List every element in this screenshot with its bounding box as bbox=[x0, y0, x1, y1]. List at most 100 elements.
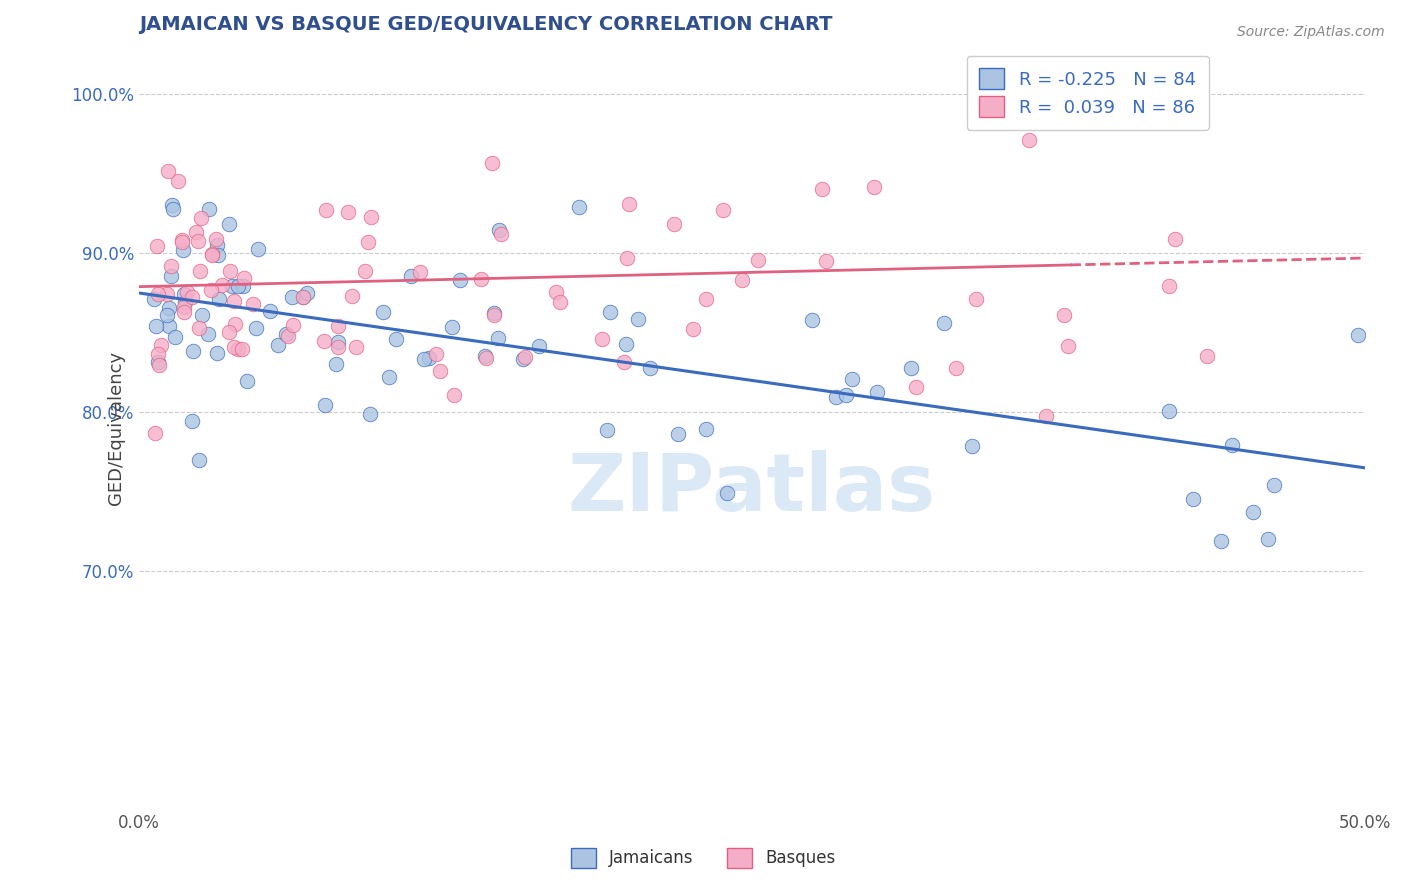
Point bbox=[148, 286, 170, 301]
Point bbox=[326, 335, 349, 350]
Point bbox=[568, 200, 591, 214]
Point bbox=[146, 239, 169, 253]
Point bbox=[616, 337, 638, 351]
Point bbox=[207, 238, 229, 252]
Legend: R = -0.225   N = 84, R =  0.039   N = 86: R = -0.225 N = 84, R = 0.039 N = 86 bbox=[966, 55, 1209, 130]
Point bbox=[1053, 309, 1076, 323]
Point bbox=[188, 321, 211, 335]
Point bbox=[716, 485, 738, 500]
Point bbox=[668, 427, 690, 442]
Point bbox=[326, 340, 349, 354]
Point bbox=[960, 439, 983, 453]
Point bbox=[160, 198, 183, 212]
Point bbox=[207, 248, 229, 262]
Point bbox=[900, 360, 922, 375]
Point bbox=[357, 235, 380, 250]
Point bbox=[932, 316, 955, 330]
Point bbox=[695, 422, 717, 436]
Point bbox=[205, 346, 228, 360]
Point bbox=[187, 234, 209, 248]
Point bbox=[159, 259, 181, 273]
Point bbox=[211, 278, 233, 293]
Point bbox=[359, 407, 381, 421]
Point bbox=[190, 211, 212, 225]
Point bbox=[181, 344, 204, 359]
Point bbox=[730, 273, 752, 287]
Point bbox=[695, 292, 717, 306]
Point bbox=[371, 305, 394, 319]
Point bbox=[224, 294, 246, 309]
Point bbox=[360, 210, 382, 224]
Point bbox=[180, 413, 202, 427]
Point bbox=[337, 205, 360, 219]
Point bbox=[811, 182, 834, 196]
Point bbox=[747, 253, 769, 268]
Point bbox=[512, 352, 534, 367]
Point bbox=[143, 426, 166, 441]
Point bbox=[259, 304, 281, 318]
Point bbox=[413, 352, 436, 367]
Point bbox=[146, 355, 169, 369]
Point bbox=[945, 360, 967, 375]
Point bbox=[325, 357, 347, 371]
Point bbox=[242, 297, 264, 311]
Point bbox=[863, 180, 886, 194]
Point bbox=[408, 265, 430, 279]
Point bbox=[470, 272, 492, 286]
Point bbox=[145, 318, 167, 333]
Point bbox=[443, 387, 465, 401]
Point bbox=[1241, 505, 1264, 519]
Point bbox=[176, 285, 198, 299]
Point bbox=[399, 269, 422, 284]
Point bbox=[236, 374, 259, 388]
Point bbox=[218, 325, 240, 339]
Point bbox=[613, 355, 636, 369]
Point bbox=[173, 305, 195, 319]
Point bbox=[232, 270, 254, 285]
Point bbox=[221, 279, 243, 293]
Point bbox=[231, 342, 253, 356]
Point bbox=[1197, 349, 1219, 363]
Point bbox=[662, 217, 685, 231]
Point bbox=[173, 301, 195, 315]
Point bbox=[344, 340, 367, 354]
Point bbox=[173, 286, 195, 301]
Point bbox=[474, 350, 496, 364]
Point bbox=[157, 164, 180, 178]
Point bbox=[682, 322, 704, 336]
Point bbox=[173, 243, 195, 257]
Point bbox=[1182, 491, 1205, 506]
Point bbox=[904, 380, 927, 394]
Point bbox=[354, 263, 377, 277]
Point bbox=[226, 342, 249, 356]
Point bbox=[314, 398, 336, 412]
Point bbox=[599, 305, 621, 319]
Point bbox=[295, 285, 318, 300]
Point bbox=[866, 385, 889, 400]
Point bbox=[280, 290, 302, 304]
Point bbox=[489, 227, 512, 241]
Point bbox=[163, 330, 186, 344]
Point bbox=[292, 290, 315, 304]
Point bbox=[449, 273, 471, 287]
Point bbox=[315, 202, 337, 217]
Point bbox=[1263, 478, 1285, 492]
Point bbox=[150, 338, 173, 352]
Point bbox=[1347, 327, 1369, 342]
Point bbox=[190, 308, 212, 322]
Point bbox=[841, 372, 863, 386]
Point bbox=[188, 452, 211, 467]
Point bbox=[814, 254, 837, 268]
Point bbox=[965, 293, 987, 307]
Point bbox=[713, 202, 735, 217]
Point bbox=[546, 285, 568, 299]
Point bbox=[482, 309, 505, 323]
Point bbox=[247, 243, 270, 257]
Point bbox=[314, 334, 336, 348]
Point bbox=[222, 341, 245, 355]
Point bbox=[475, 351, 498, 365]
Point bbox=[1035, 409, 1057, 423]
Point bbox=[200, 247, 222, 261]
Point bbox=[591, 332, 613, 346]
Point bbox=[1220, 438, 1243, 452]
